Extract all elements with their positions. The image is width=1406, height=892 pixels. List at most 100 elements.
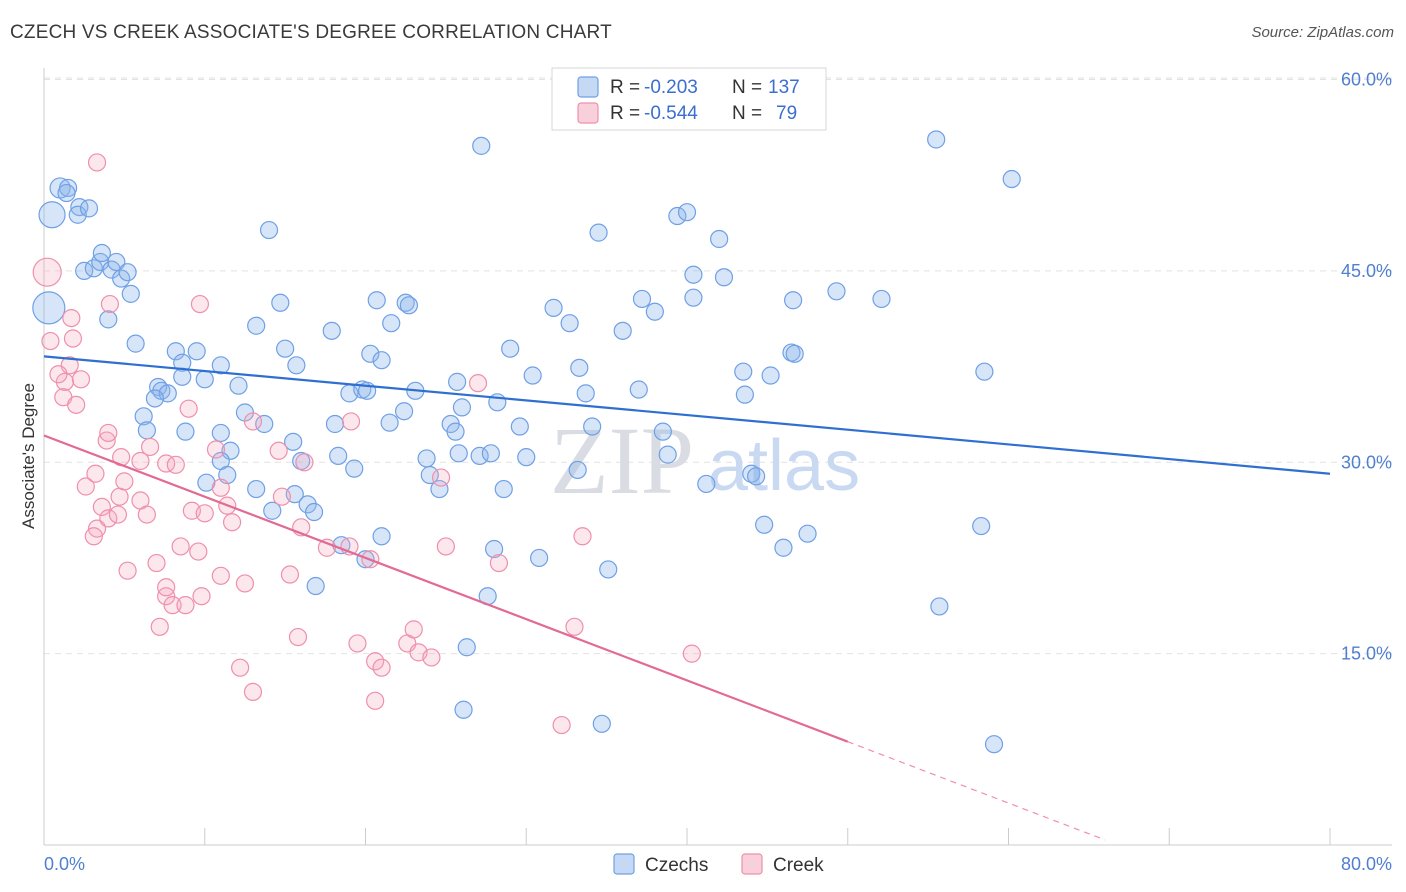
czechs-point-116 xyxy=(734,362,753,381)
y-tick-label-15: 15.0% xyxy=(1341,644,1392,664)
czechs-point-62 xyxy=(367,291,386,310)
legend-n-label-czechs: N = xyxy=(732,77,762,98)
czechs-point-134 xyxy=(984,735,1004,754)
x-tick-label-max: 80.0% xyxy=(1341,854,1392,874)
czechs-point-81 xyxy=(481,444,500,463)
czechs-point-103 xyxy=(613,321,632,340)
creek-point-73 xyxy=(565,617,584,636)
bottom-legend-label-czechs: Czechs xyxy=(645,855,708,876)
grid-lines xyxy=(44,77,1392,655)
creek-point-39 xyxy=(195,504,214,523)
watermark-zip: ZIP xyxy=(550,407,694,514)
czechs-point-130 xyxy=(972,516,991,536)
czechs-point-16 xyxy=(121,284,140,303)
czechs-point-65 xyxy=(396,293,415,312)
legend-box: R = -0.203 N = 137 R = -0.544 N = 79 xyxy=(551,67,827,131)
czechs-point-117 xyxy=(735,385,754,404)
creek-point-78 xyxy=(366,691,385,710)
czechs-point-40 xyxy=(287,356,306,375)
creek-point-47 xyxy=(235,574,255,593)
czechs-point-4 xyxy=(57,183,76,203)
czechs-point-120 xyxy=(755,515,774,534)
czechs-point-50 xyxy=(304,502,324,522)
czechs-point-133 xyxy=(930,597,949,616)
czechs-point-77 xyxy=(448,372,467,391)
y-tick-label-45: 45.0% xyxy=(1341,261,1392,281)
czechs-point-28 xyxy=(145,389,165,408)
bottom-legend-label-creek: Creek xyxy=(773,855,824,876)
czechs-point-23 xyxy=(195,370,214,389)
x-axis-ticks xyxy=(43,828,1331,845)
czechs-point-47 xyxy=(263,501,282,520)
czechs-point-79 xyxy=(449,444,468,463)
czechs-point-56 xyxy=(345,459,364,478)
czechs-point-35 xyxy=(255,414,274,434)
creek-point-26 xyxy=(140,437,160,457)
creek-point-11 xyxy=(100,294,120,314)
creek-point-69 xyxy=(436,537,455,556)
czechs-point-31 xyxy=(176,422,195,441)
creek-point-60 xyxy=(341,412,361,431)
czechs-point-118 xyxy=(742,464,761,483)
legend-r-label-czechs: R = xyxy=(610,77,640,98)
creek-point-77 xyxy=(243,682,263,702)
source-credit: Source: ZipAtlas.com xyxy=(1251,24,1394,41)
legend-n-label-creek: N = xyxy=(732,103,762,124)
creek-point-56 xyxy=(288,627,308,647)
creek-point-17 xyxy=(110,487,129,506)
creek-point-68 xyxy=(431,468,451,487)
czechs-point-119 xyxy=(747,467,766,486)
creek-point-67 xyxy=(422,648,441,667)
czechs-point-131 xyxy=(975,362,994,381)
creek-point-2 xyxy=(41,331,60,351)
czechs-point-33 xyxy=(229,376,248,395)
czechs-point-46 xyxy=(247,479,266,499)
czechs-point-86 xyxy=(517,448,536,467)
czechs-point-111 xyxy=(684,288,703,307)
czechs-point-102 xyxy=(592,714,611,733)
czechs-point-93 xyxy=(454,700,473,719)
czechs-point-45 xyxy=(197,473,216,492)
czechs-point-68 xyxy=(394,402,414,421)
axes xyxy=(43,68,1392,846)
czechs-point-78 xyxy=(452,398,472,417)
czechs-point-29 xyxy=(134,407,153,426)
czechs-point-1 xyxy=(38,201,66,229)
czechs-point-61 xyxy=(361,344,380,363)
creek-point-24 xyxy=(118,561,137,580)
czechs-point-63 xyxy=(372,351,391,370)
creek-point-41 xyxy=(176,596,195,615)
czechs-point-20 xyxy=(187,342,206,361)
creek-trend-line xyxy=(43,434,849,743)
creek-point-74 xyxy=(552,715,571,735)
bottom-legend-swatch-czechs xyxy=(613,853,635,875)
creek-point-12 xyxy=(76,477,95,496)
creek-point-25 xyxy=(131,451,150,471)
czechs-point-67 xyxy=(380,413,399,432)
y-axis-tick-labels: 15.0% 30.0% 45.0% 60.0% xyxy=(1341,70,1392,664)
bottom-legend: Czechs Creek xyxy=(613,853,824,876)
czechs-point-66 xyxy=(399,296,419,315)
czechs-point-15 xyxy=(118,263,137,282)
creek-point-52 xyxy=(272,487,292,506)
czechs-point-121 xyxy=(761,366,780,385)
czechs-point-107 xyxy=(653,422,672,441)
watermark-atlas: atlas xyxy=(708,426,860,506)
czechs-point-18 xyxy=(126,334,145,353)
creek-point-50 xyxy=(243,412,263,431)
czechs-point-127 xyxy=(827,282,846,301)
bottom-legend-swatch-creek xyxy=(741,853,763,875)
czechs-point-82 xyxy=(494,479,513,499)
creek-point-20 xyxy=(84,527,103,546)
czechs-point-54 xyxy=(329,446,348,465)
creek-point-13 xyxy=(86,464,105,483)
czechs-point-126 xyxy=(798,524,817,543)
creek-point-75 xyxy=(682,644,701,663)
czechs-point-108 xyxy=(658,445,677,464)
czechs-point-99 xyxy=(583,417,602,436)
legend-r-value-czechs: -0.203 xyxy=(644,77,698,98)
czechs-point-11 xyxy=(92,243,111,263)
legend-n-value-creek: 79 xyxy=(776,103,797,124)
creek-point-23 xyxy=(115,472,134,491)
czechs-point-5 xyxy=(70,197,89,217)
